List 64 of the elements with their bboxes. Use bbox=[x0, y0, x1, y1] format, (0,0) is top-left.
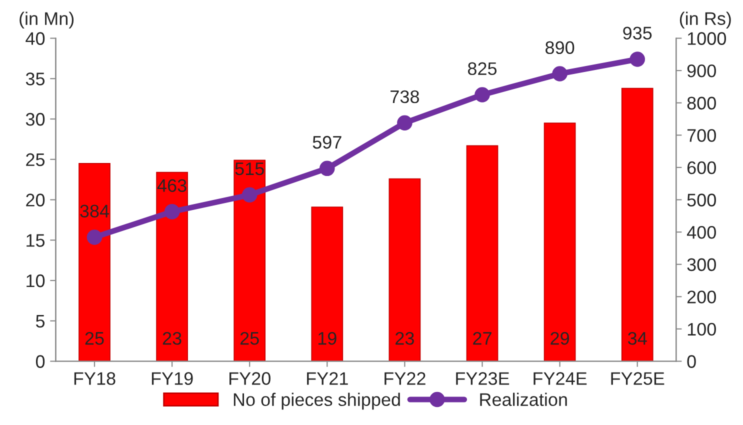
x-tick-label: FY23E bbox=[456, 372, 510, 385]
point bbox=[86, 230, 102, 245]
y2-tick-label: 0 bbox=[687, 355, 696, 368]
y2-tick-label: 200 bbox=[687, 290, 716, 304]
bar bbox=[544, 122, 576, 362]
x-tick-label: FY21 bbox=[307, 372, 348, 385]
data-label: 19 bbox=[318, 332, 336, 345]
x-tick-label: FY25E bbox=[611, 372, 664, 385]
point bbox=[320, 160, 335, 176]
y2-tick-label: 300 bbox=[687, 258, 716, 272]
y-tick-label: 15 bbox=[26, 234, 45, 247]
data-label: 935 bbox=[623, 26, 652, 40]
data-label: 25 bbox=[240, 332, 259, 345]
bar bbox=[234, 160, 266, 362]
y2-tick-label: 400 bbox=[686, 226, 716, 239]
point bbox=[397, 115, 412, 131]
y-tick-label: 40 bbox=[26, 32, 45, 45]
x-tick-label: FY20 bbox=[230, 372, 270, 385]
x-tick-label: FY22 bbox=[384, 372, 426, 385]
y-tick-label: 25 bbox=[26, 153, 45, 166]
data-label: 597 bbox=[312, 136, 342, 149]
data-label: 34 bbox=[628, 332, 647, 345]
y-tick-label: 5 bbox=[36, 314, 45, 328]
y2-tick-label: 100 bbox=[688, 322, 716, 336]
data-label: 29 bbox=[550, 332, 569, 345]
data-label: 825 bbox=[468, 62, 497, 76]
y-tick-label: 30 bbox=[26, 112, 45, 126]
point bbox=[242, 187, 258, 203]
legend-label: No of pieces shipped bbox=[234, 392, 400, 410]
bar bbox=[466, 145, 498, 362]
x-tick-label: FY24E bbox=[534, 372, 587, 385]
y2-tick-label: 1000 bbox=[688, 32, 726, 45]
x-tick-label: FY18 bbox=[74, 372, 116, 385]
bar bbox=[621, 88, 654, 362]
point bbox=[630, 52, 645, 67]
y-axis-title: (in Mn) bbox=[20, 12, 74, 29]
bar bbox=[78, 162, 110, 362]
data-label: 890 bbox=[546, 41, 574, 54]
data-label: 25 bbox=[85, 332, 104, 345]
y-tick-label: 20 bbox=[26, 194, 45, 206]
point bbox=[164, 204, 180, 220]
y2-tick-label: 800 bbox=[687, 96, 716, 110]
data-label: 384 bbox=[80, 204, 110, 218]
y2-tick-label: 900 bbox=[687, 64, 716, 78]
point bbox=[552, 66, 568, 82]
data-label: 23 bbox=[396, 332, 414, 345]
data-label: 463 bbox=[157, 179, 186, 192]
y-tick-label: 35 bbox=[26, 72, 45, 86]
y2-axis-title: (in Rs) bbox=[680, 12, 731, 29]
y-tick-label: 10 bbox=[26, 274, 45, 288]
y2-tick-label: 600 bbox=[687, 161, 716, 174]
y2-tick-label: 500 bbox=[687, 194, 716, 206]
point bbox=[474, 87, 490, 102]
data-label: 27 bbox=[473, 332, 492, 345]
y2-tick-label: 700 bbox=[687, 129, 716, 142]
bar bbox=[388, 178, 421, 362]
data-label: 738 bbox=[390, 90, 419, 104]
data-label: 23 bbox=[162, 332, 182, 345]
legend-label: Realization bbox=[480, 392, 567, 406]
bar bbox=[311, 206, 344, 362]
y-tick-label: 0 bbox=[36, 355, 45, 368]
data-label: 515 bbox=[235, 162, 264, 176]
x-tick-label: FY19 bbox=[152, 372, 193, 385]
bar bbox=[156, 172, 188, 362]
